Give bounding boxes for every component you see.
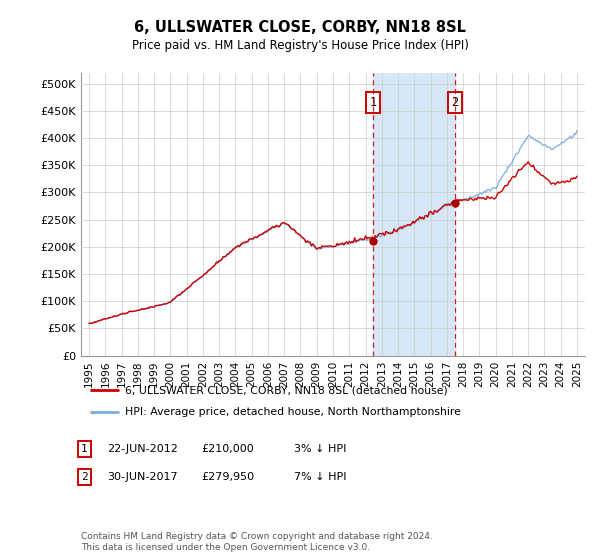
- Text: 7% ↓ HPI: 7% ↓ HPI: [294, 472, 347, 482]
- Text: 2: 2: [81, 472, 88, 482]
- Text: 2: 2: [451, 96, 458, 109]
- Text: HPI: Average price, detached house, North Northamptonshire: HPI: Average price, detached house, Nort…: [125, 407, 461, 417]
- Text: 6, ULLSWATER CLOSE, CORBY, NN18 8SL: 6, ULLSWATER CLOSE, CORBY, NN18 8SL: [134, 20, 466, 35]
- Text: Contains HM Land Registry data © Crown copyright and database right 2024.
This d: Contains HM Land Registry data © Crown c…: [81, 532, 433, 552]
- Text: £279,950: £279,950: [201, 472, 254, 482]
- Text: 30-JUN-2017: 30-JUN-2017: [107, 472, 178, 482]
- Text: £210,000: £210,000: [201, 444, 254, 454]
- Text: 1: 1: [370, 96, 377, 109]
- Text: 1: 1: [81, 444, 88, 454]
- Text: 3% ↓ HPI: 3% ↓ HPI: [294, 444, 346, 454]
- Bar: [373, 73, 455, 356]
- Text: Price paid vs. HM Land Registry's House Price Index (HPI): Price paid vs. HM Land Registry's House …: [131, 39, 469, 52]
- Text: 6, ULLSWATER CLOSE, CORBY, NN18 8SL (detached house): 6, ULLSWATER CLOSE, CORBY, NN18 8SL (det…: [125, 385, 448, 395]
- Text: 22-JUN-2012: 22-JUN-2012: [107, 444, 178, 454]
